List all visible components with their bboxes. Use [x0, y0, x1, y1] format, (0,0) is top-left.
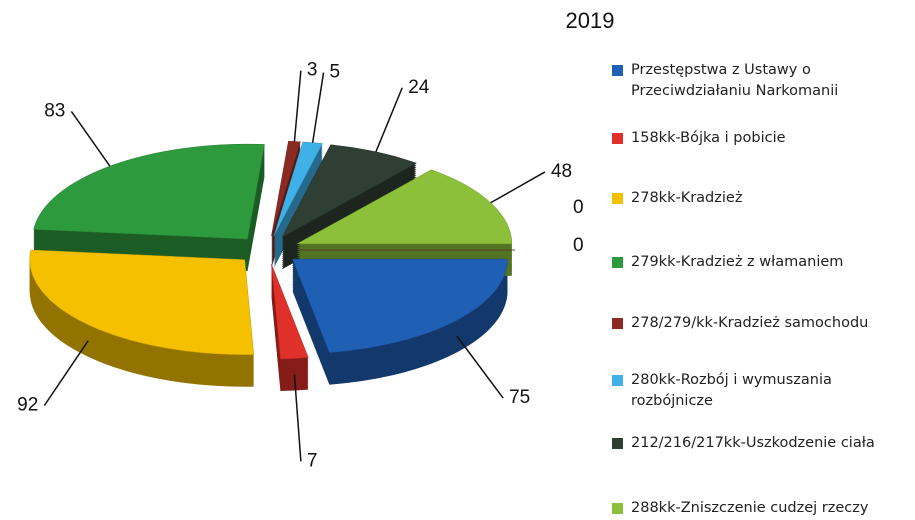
slice	[271, 263, 309, 360]
legend-label: 212/216/217kk-Uszkodzenie ciała	[631, 435, 875, 451]
data-label: 83	[44, 100, 65, 121]
legend-item: 278/279/kk-Kradzież samochodu	[612, 313, 902, 334]
slice	[292, 258, 508, 353]
legend-swatch	[612, 257, 623, 268]
legend-swatch	[612, 438, 623, 449]
slice	[33, 143, 265, 240]
legend-item: 212/216/217kk-Uszkodzenie ciała	[612, 433, 902, 454]
legend-swatch	[612, 133, 623, 144]
slice-side	[273, 153, 323, 249]
data-label: 0	[573, 197, 584, 218]
leader-line	[456, 335, 504, 399]
data-label: 24	[408, 77, 430, 98]
slice-side	[273, 151, 323, 247]
data-label: 75	[509, 387, 530, 408]
legend-label: 288kk-Zniszczenie cudzej rzeczy	[631, 500, 869, 516]
slice-side	[273, 155, 323, 251]
leader-line	[293, 70, 302, 142]
legend-swatch	[612, 375, 623, 386]
legend-item: 278kk-Kradzież	[612, 188, 902, 209]
slice-side	[273, 145, 323, 241]
legend-swatch	[612, 318, 623, 329]
data-label: 0	[573, 235, 584, 256]
legend-label: 278kk-Kradzież	[631, 190, 743, 206]
slice-side	[271, 147, 301, 242]
leader-line	[70, 110, 111, 167]
slice-side	[273, 157, 323, 253]
legend-swatch	[612, 193, 623, 204]
data-label: 7	[307, 450, 318, 471]
data-label: 3	[307, 60, 318, 81]
legend-swatch	[612, 65, 623, 76]
legend-label: 279kk-Kradzież z włamaniem	[631, 254, 844, 270]
slice	[29, 249, 254, 355]
legend-item: Przestępstwa z Ustawy o Przeciwdziałaniu…	[612, 60, 902, 102]
data-label: 48	[551, 161, 572, 182]
legend-item: 279kk-Kradzież z włamaniem	[612, 252, 902, 273]
chart-title: 2019	[566, 8, 615, 33]
slice-side	[273, 149, 323, 245]
legend-label: 158kk-Bójka i pobicie	[631, 130, 786, 146]
legend-swatch	[612, 503, 623, 514]
data-label: 5	[330, 62, 341, 83]
legend-item: 288kk-Zniszczenie cudzej rzeczy	[612, 498, 902, 519]
data-label: 92	[17, 395, 38, 416]
slice-side	[273, 143, 323, 239]
legend-label: 280kk-Rozbój i wymuszania rozbójnicze	[631, 372, 832, 409]
legend-label: 278/279/kk-Kradzież samochodu	[631, 315, 869, 331]
legend-item: 280kk-Rozbój i wymuszania rozbójnicze	[612, 370, 902, 412]
legend-item: 158kk-Bójka i pobicie	[612, 128, 902, 149]
leader-line	[375, 87, 403, 153]
legend-label: Przestępstwa z Ustawy o Przeciwdziałaniu…	[631, 62, 839, 99]
slice-side	[273, 147, 323, 243]
leader-line	[293, 374, 302, 462]
leader-line	[311, 72, 325, 143]
slice-side	[271, 143, 301, 238]
slice-side	[271, 145, 301, 240]
leader-line	[43, 340, 89, 407]
slice	[296, 169, 513, 245]
leader-line	[490, 171, 546, 204]
